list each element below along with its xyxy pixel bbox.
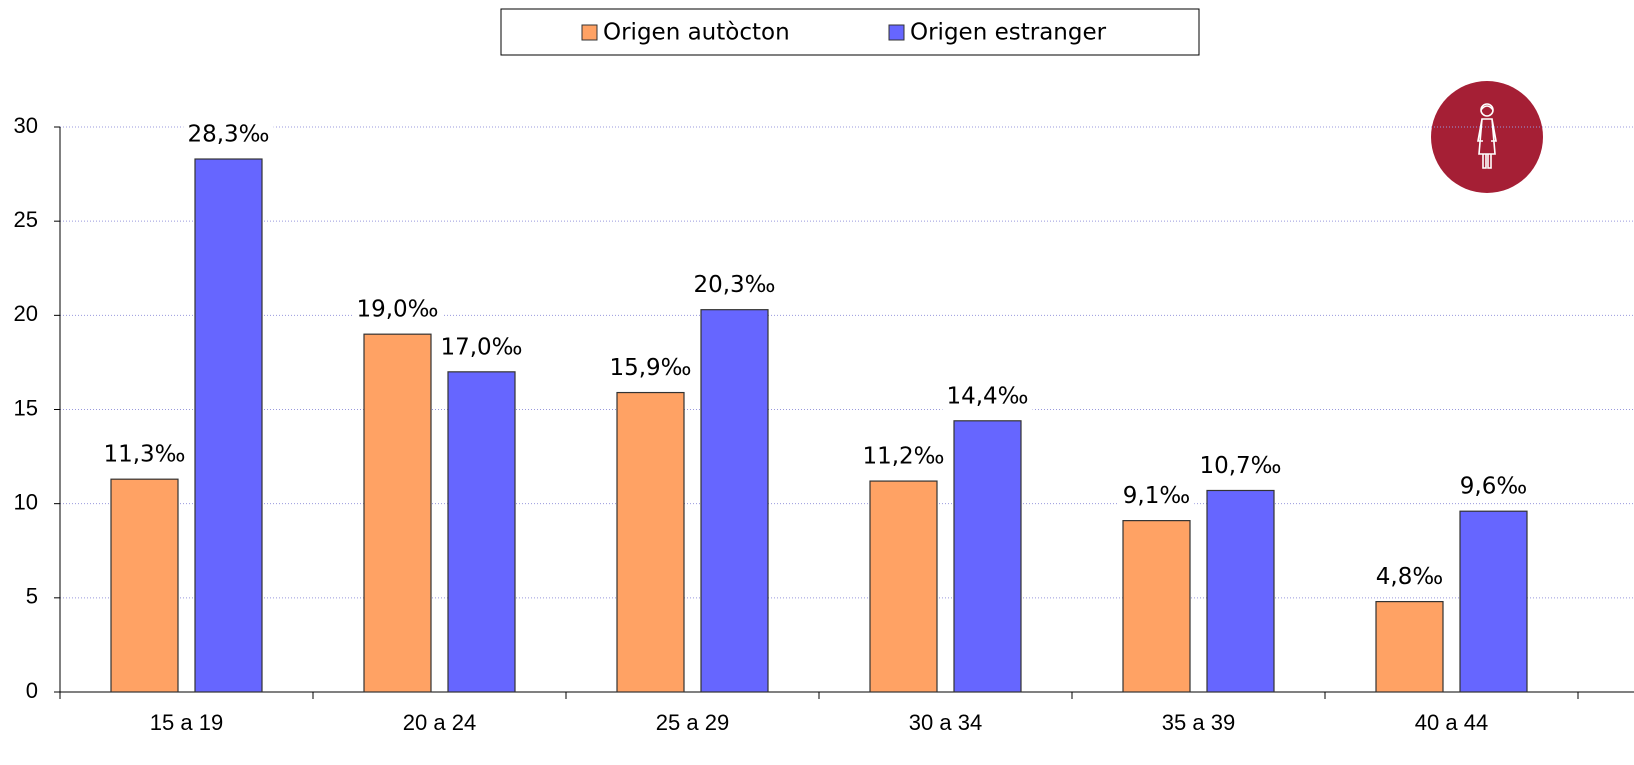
- y-tick-label: 15: [14, 395, 38, 420]
- legend-swatch: [581, 24, 598, 41]
- bar: [1206, 489, 1275, 693]
- value-label: 4,8‰: [1376, 564, 1443, 590]
- value-label: 15,9‰: [609, 355, 691, 381]
- legend-swatch: [888, 24, 905, 41]
- value-label-group: 11,2‰: [858, 441, 949, 472]
- bar: [447, 371, 516, 693]
- bar: [194, 158, 263, 693]
- x-tick-label: 30 a 34: [909, 710, 982, 735]
- value-label-group: 14,4‰: [942, 381, 1033, 412]
- value-label-bg: [942, 381, 1033, 412]
- value-label: 11,3‰: [103, 442, 185, 468]
- bar: [616, 391, 685, 693]
- value-label-bg: [1195, 450, 1286, 481]
- legend-box: [500, 8, 1200, 56]
- value-label-bg: [436, 332, 527, 363]
- value-label-bg: [1455, 471, 1532, 502]
- value-label: 9,6‰: [1460, 474, 1527, 500]
- value-label-bg: [99, 439, 190, 470]
- x-tick-label: 15 a 19: [150, 710, 223, 735]
- y-tick-label: 5: [26, 584, 38, 609]
- value-label-bg: [1118, 481, 1195, 512]
- value-label-bg: [689, 270, 780, 301]
- value-label-group: 4,8‰: [1371, 562, 1448, 593]
- value-label-group: 10,7‰: [1195, 450, 1286, 481]
- value-label: 9,1‰: [1123, 483, 1190, 509]
- value-label: 17,0‰: [440, 334, 522, 360]
- value-label: 19,0‰: [356, 297, 438, 323]
- value-label-group: 9,6‰: [1455, 471, 1532, 502]
- value-label: 20,3‰: [693, 272, 775, 298]
- value-label-group: 15,9‰: [605, 353, 696, 384]
- y-tick-label: 25: [14, 207, 38, 232]
- bar: [1375, 600, 1444, 693]
- legend-label: Origen autòcton: [603, 20, 790, 46]
- bar: [110, 478, 179, 693]
- gender-icon: [1431, 81, 1543, 193]
- value-label-group: 20,3‰: [689, 270, 780, 301]
- value-label: 11,2‰: [862, 444, 944, 470]
- value-label-group: 28,3‰: [183, 119, 274, 150]
- y-tick-label: 10: [14, 489, 38, 514]
- bar: [1459, 510, 1528, 693]
- bar: [700, 309, 769, 693]
- value-label-group: 9,1‰: [1118, 481, 1195, 512]
- legend-label: Origen estranger: [910, 20, 1107, 46]
- x-tick-label: 20 a 24: [403, 710, 476, 735]
- value-label: 28,3‰: [187, 122, 269, 148]
- value-label-bg: [352, 294, 443, 325]
- value-label: 14,4‰: [946, 383, 1028, 409]
- bar: [953, 420, 1022, 693]
- y-tick-label: 0: [26, 678, 38, 703]
- value-label-group: 17,0‰: [436, 332, 527, 363]
- value-label-bg: [183, 119, 274, 150]
- value-label-bg: [858, 441, 949, 472]
- x-tick-label: 35 a 39: [1162, 710, 1235, 735]
- value-label-group: 19,0‰: [352, 294, 443, 325]
- bar: [363, 333, 432, 693]
- y-tick-label: 30: [14, 113, 38, 138]
- value-label-group: 11,3‰: [99, 439, 190, 470]
- x-tick-label: 25 a 29: [656, 710, 729, 735]
- value-label: 10,7‰: [1199, 453, 1281, 479]
- bar: [1122, 520, 1191, 693]
- bar: [869, 480, 938, 693]
- y-tick-label: 20: [14, 301, 38, 326]
- x-tick-label: 40 a 44: [1415, 710, 1488, 735]
- value-label-bg: [1371, 562, 1448, 593]
- value-label-bg: [605, 353, 696, 384]
